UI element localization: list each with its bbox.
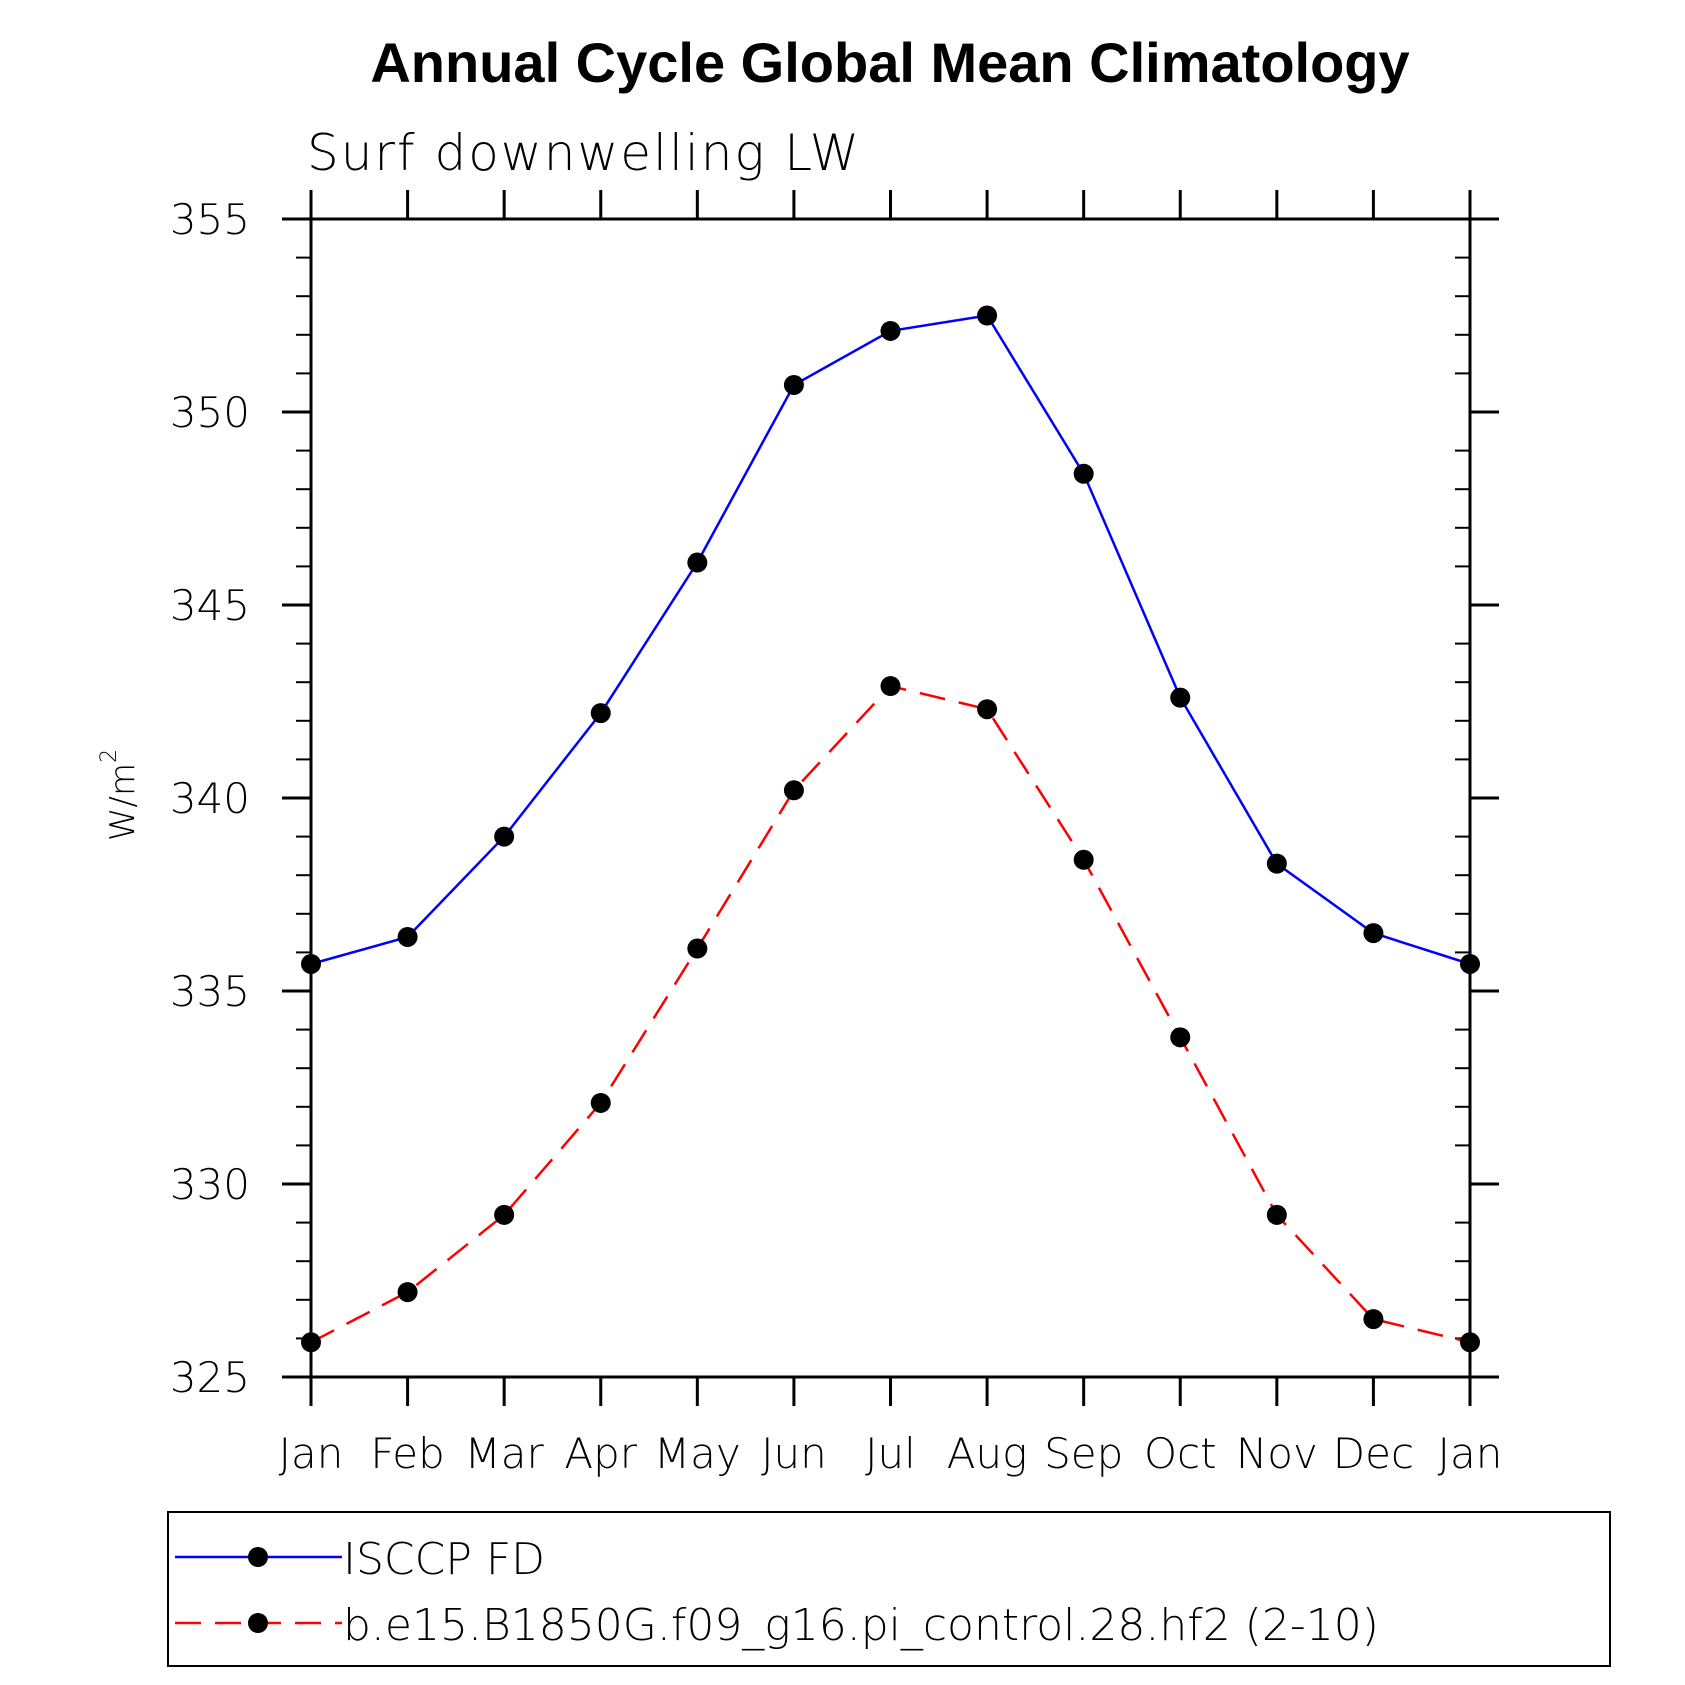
x-tick-label: May [654,1429,741,1478]
series-2-point [1363,1309,1384,1330]
series-line-1 [310,314,1471,966]
legend-marker-1 [248,1547,268,1567]
series-2-point [880,676,901,697]
series-2-point [1073,849,1094,870]
series-1-point [494,826,515,847]
series-1-point [1363,923,1384,944]
series-1-point [687,552,708,573]
legend: ISCCP FD b.e15.B1850G.f09_g16.pi_control.… [167,1511,1611,1667]
x-tick-label: Jun [761,1429,827,1478]
y-axis-label: W/m2 [97,749,143,841]
x-tick-label: Feb [370,1429,444,1478]
y-tick-label: 335 [170,967,250,1016]
x-tick-label: Sep [1044,1429,1123,1478]
series-2-point [783,780,804,801]
y-tick-label: 345 [170,581,250,630]
y-tick-label: 330 [170,1160,250,1209]
y-tick-label: 340 [170,774,250,823]
svg-text:W/m2: W/m2 [97,749,143,841]
x-tick-label: Dec [1333,1429,1414,1478]
x-tick-label: Jul [865,1429,916,1478]
legend-marker-2 [248,1613,268,1633]
series-1-point [880,320,901,341]
series-2-point [1266,1204,1287,1225]
series-2-point [1170,1027,1191,1048]
x-tick-label: Oct [1144,1429,1217,1478]
x-tick-label: Apr [564,1429,637,1478]
x-tick-label: Mar [465,1429,545,1478]
series-1-point [977,305,998,326]
series-2-point [397,1282,418,1303]
chart-title: Annual Cycle Global Mean Climatology [370,31,1409,94]
chart-subtitle: Surf downwelling LW [307,124,861,182]
x-tick-label: Nov [1236,1429,1318,1478]
series-1-point [1073,463,1094,484]
x-tick-label: Jan [279,1429,344,1478]
series-1-point [1266,853,1287,874]
series-2-point [977,699,998,720]
series-2 [301,676,1480,1353]
series-line-2 [310,684,1471,1344]
series-1-point [397,926,418,947]
legend-label-1: ISCCP FD [343,1534,545,1585]
y-axis-label-superscript: 2 [97,749,122,763]
y-axis-label-text: W/m [103,763,143,841]
y-tick-label: 355 [170,195,250,244]
series-1-point [1170,687,1191,708]
legend-box [167,1511,1611,1667]
axis-ticks: 325 330 335 340 345 350 355 Jan Feb Mar Apr May Jun J… [170,190,1503,1478]
y-tick-label: 325 [170,1353,250,1402]
x-tick-label: Jan [1438,1429,1503,1478]
series-1-point [590,703,611,724]
y-tick-label: 350 [170,388,250,437]
series-1 [301,305,1480,974]
plot-series [301,305,1480,1353]
x-tick-label: Aug [947,1429,1028,1478]
legend-label-2: b.e15.B1850G.f09_g16.pi_control.28.hf2 (… [343,1600,1379,1651]
series-2-point [494,1204,515,1225]
series-2-point [687,938,708,959]
series-2-point [590,1092,611,1113]
plot-frame [309,217,1472,1379]
series-1-point [783,374,804,395]
